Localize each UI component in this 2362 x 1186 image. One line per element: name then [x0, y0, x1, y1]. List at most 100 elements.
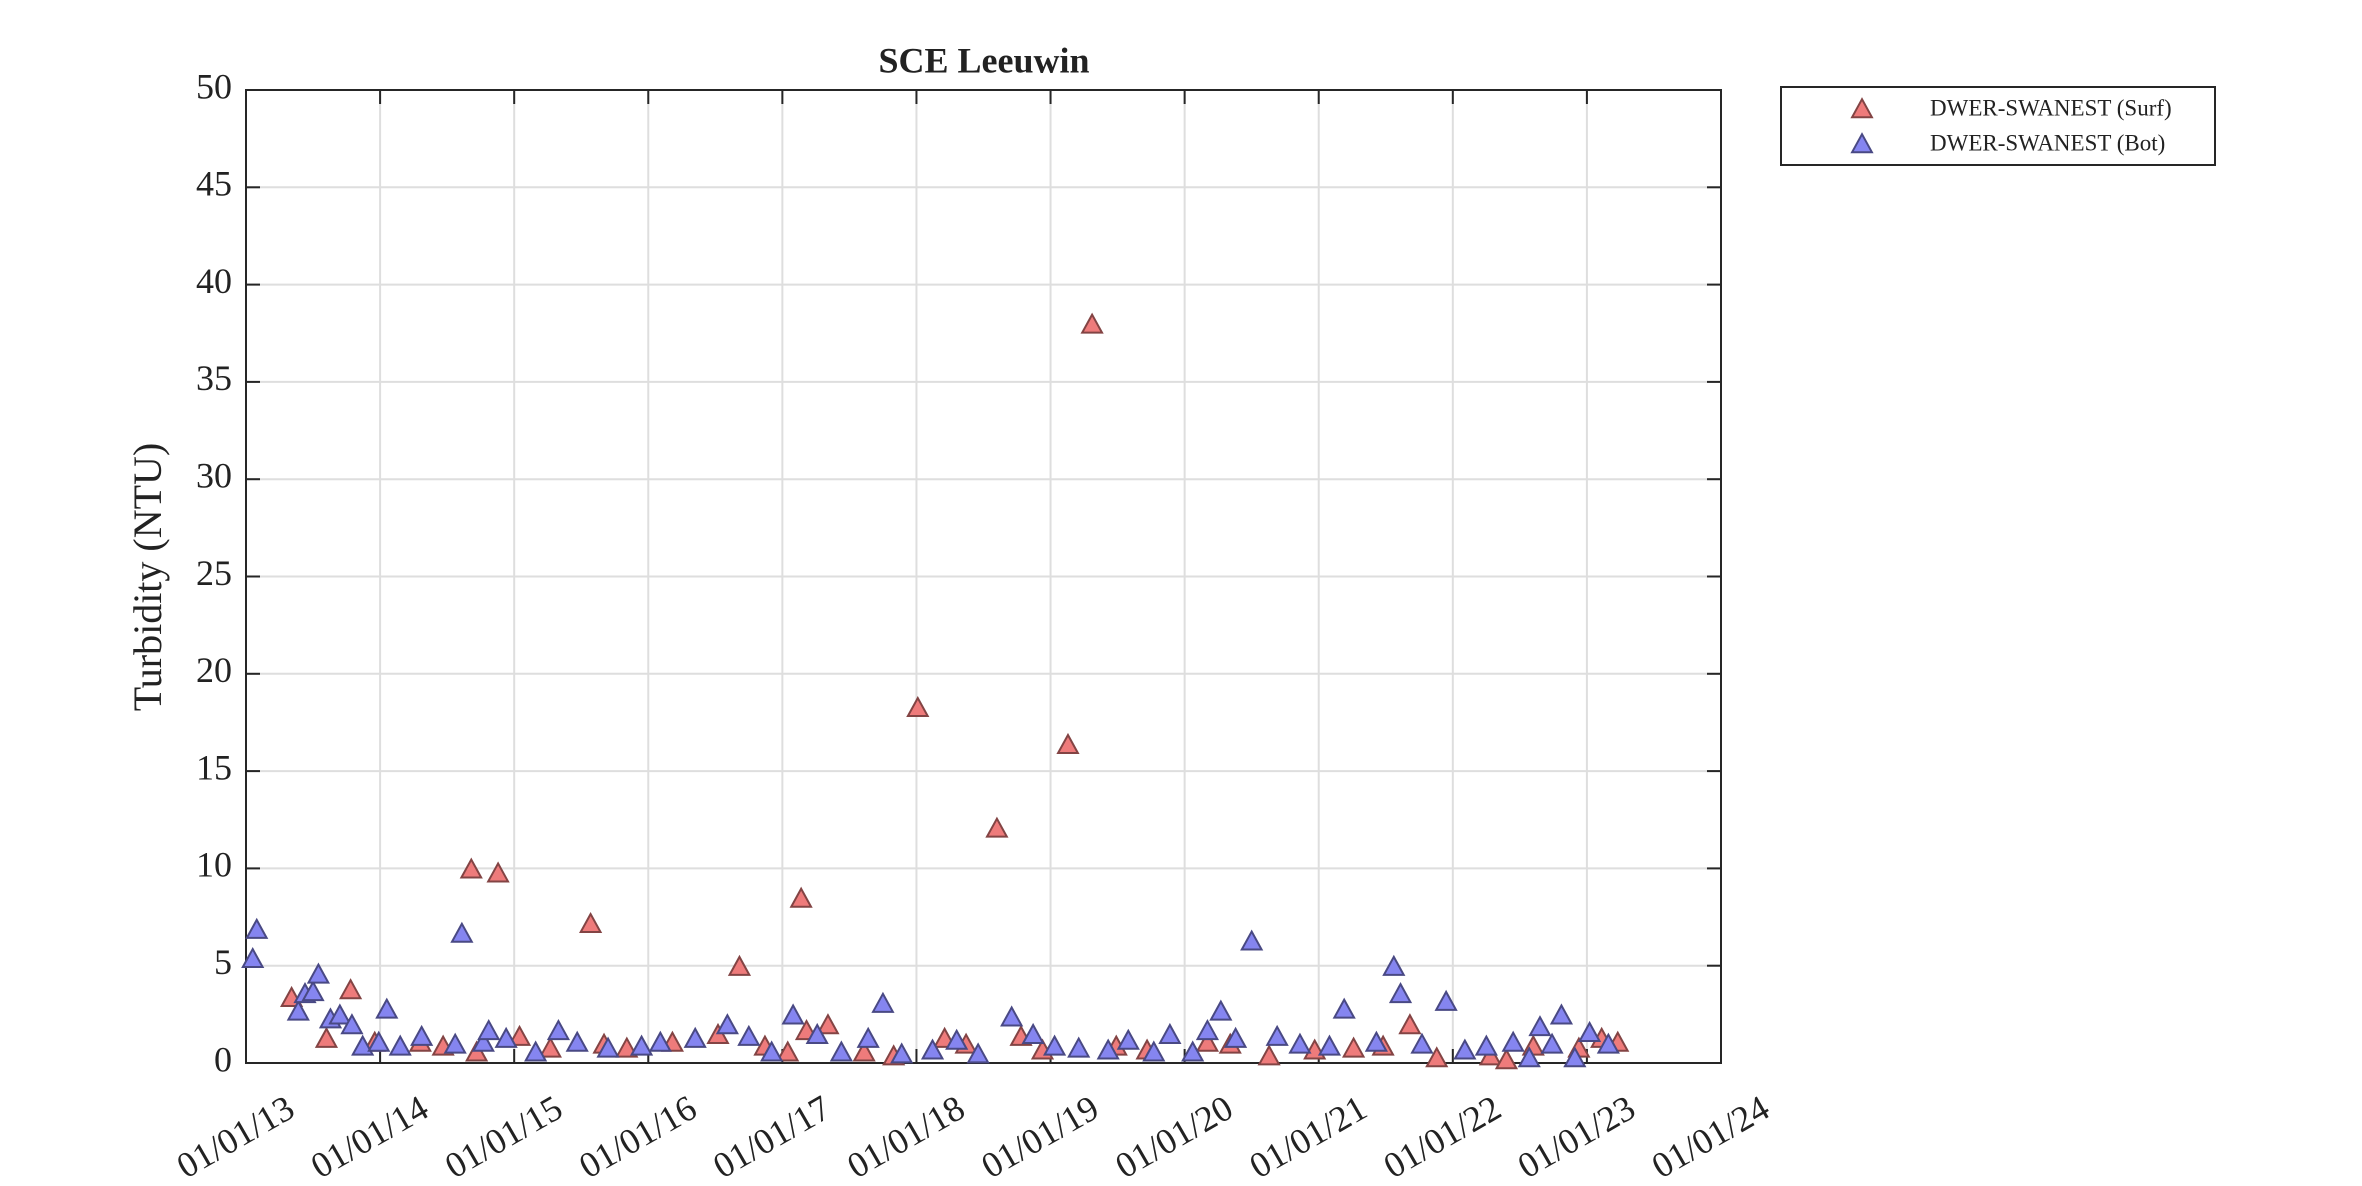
- data-point: [906, 695, 930, 718]
- data-point: [727, 954, 752, 976]
- data-point: [1596, 1032, 1620, 1054]
- data-point: [816, 1013, 840, 1035]
- data-point: [328, 1003, 352, 1025]
- legend-label: DWER-SWANEST (Surf): [1930, 95, 2172, 120]
- data-point: [477, 1018, 501, 1041]
- data-point: [945, 1028, 969, 1050]
- data-point: [1341, 1036, 1366, 1058]
- data-point: [1257, 1044, 1281, 1066]
- series: [279, 312, 1630, 1070]
- data-point: [760, 1040, 784, 1062]
- data-point: [1434, 989, 1458, 1011]
- data-point: [920, 1038, 945, 1060]
- data-point: [776, 1040, 800, 1062]
- data-point: [471, 1030, 495, 1052]
- data-point: [338, 978, 363, 1000]
- data-point: [367, 1030, 391, 1052]
- y-tick-label: 20: [196, 650, 232, 690]
- y-tick-label: 35: [196, 358, 232, 398]
- data-point: [1501, 1030, 1525, 1052]
- data-point: [579, 911, 603, 934]
- data-point: [1158, 1022, 1182, 1044]
- data-point: [410, 1024, 434, 1046]
- data-point: [966, 1042, 990, 1064]
- data-point: [1195, 1018, 1220, 1041]
- data-point: [507, 1024, 532, 1046]
- x-tick-label: 01/01/20: [1109, 1087, 1240, 1181]
- data-point: [1067, 1036, 1091, 1058]
- data-point: [737, 1024, 761, 1046]
- data-point: [340, 1013, 364, 1035]
- y-tick-label: 40: [196, 261, 232, 301]
- y-tick-label: 25: [196, 553, 232, 593]
- chart-title: SCE Leeuwin: [878, 40, 1089, 80]
- data-point: [1549, 1003, 1574, 1025]
- data-point: [1223, 1026, 1248, 1048]
- data-point: [852, 1040, 876, 1062]
- y-tick-label: 5: [214, 942, 232, 982]
- data-point: [1265, 1024, 1289, 1046]
- x-tick-label: 01/01/21: [1243, 1087, 1374, 1181]
- data-point: [1317, 1034, 1342, 1056]
- data-point: [1563, 1046, 1587, 1068]
- data-point: [1209, 999, 1233, 1021]
- data-point: [1142, 1040, 1166, 1062]
- data-point: [459, 857, 483, 879]
- data-point: [388, 1034, 412, 1056]
- data-point: [629, 1034, 654, 1056]
- data-point: [306, 962, 331, 984]
- data-point: [301, 980, 325, 1002]
- data-point: [1528, 1015, 1552, 1037]
- data-point: [1382, 954, 1406, 976]
- data-point: [683, 1026, 707, 1048]
- data-point: [486, 861, 510, 883]
- data-point: [351, 1034, 375, 1056]
- data-point: [871, 991, 895, 1013]
- x-tick-label: 01/01/16: [572, 1087, 703, 1181]
- data-point: [375, 997, 399, 1019]
- data-point: [829, 1040, 853, 1062]
- data-point: [1042, 1034, 1067, 1056]
- data-point: [1540, 1032, 1564, 1054]
- data-point: [443, 1032, 467, 1054]
- data-point: [856, 1026, 880, 1048]
- data-point: [1517, 1046, 1541, 1068]
- x-tick-label: 01/01/24: [1645, 1087, 1776, 1181]
- data-point: [1577, 1020, 1602, 1043]
- data-point: [1181, 1040, 1205, 1062]
- data-point: [1080, 312, 1104, 334]
- data-point: [314, 1026, 339, 1048]
- data-point: [890, 1042, 914, 1064]
- legend-label: DWER-SWANEST (Bot): [1930, 130, 2165, 155]
- data-point: [1474, 1034, 1498, 1056]
- data-point: [524, 1040, 548, 1062]
- data-point: [1410, 1032, 1434, 1054]
- data-point: [1453, 1038, 1477, 1060]
- data-point: [1494, 1048, 1519, 1070]
- data-point: [1116, 1028, 1140, 1050]
- y-tick-label: 10: [196, 845, 232, 885]
- y-tick-label: 0: [214, 1039, 232, 1079]
- data-point: [1096, 1038, 1120, 1060]
- series: [241, 917, 1620, 1068]
- legend-marker: [1850, 97, 1874, 119]
- data-point: [648, 1030, 672, 1052]
- x-tick-label: 01/01/13: [170, 1087, 301, 1181]
- data-point: [985, 816, 1009, 838]
- x-tick-label: 01/01/17: [706, 1087, 837, 1181]
- x-tick-label: 01/01/14: [304, 1087, 435, 1181]
- data-point: [715, 1013, 739, 1035]
- data-point: [789, 886, 813, 908]
- data-point: [1364, 1030, 1388, 1052]
- y-tick-label: 45: [196, 164, 232, 204]
- y-tick-label: 30: [196, 455, 232, 495]
- data-point: [615, 1036, 639, 1058]
- data-point: [565, 1030, 589, 1052]
- data-point: [1000, 1005, 1024, 1027]
- data-point: [241, 946, 265, 969]
- data-point: [1288, 1032, 1312, 1054]
- y-tick-label: 15: [196, 747, 232, 787]
- data-point: [1398, 1013, 1422, 1035]
- x-tick-label: 01/01/15: [438, 1087, 569, 1181]
